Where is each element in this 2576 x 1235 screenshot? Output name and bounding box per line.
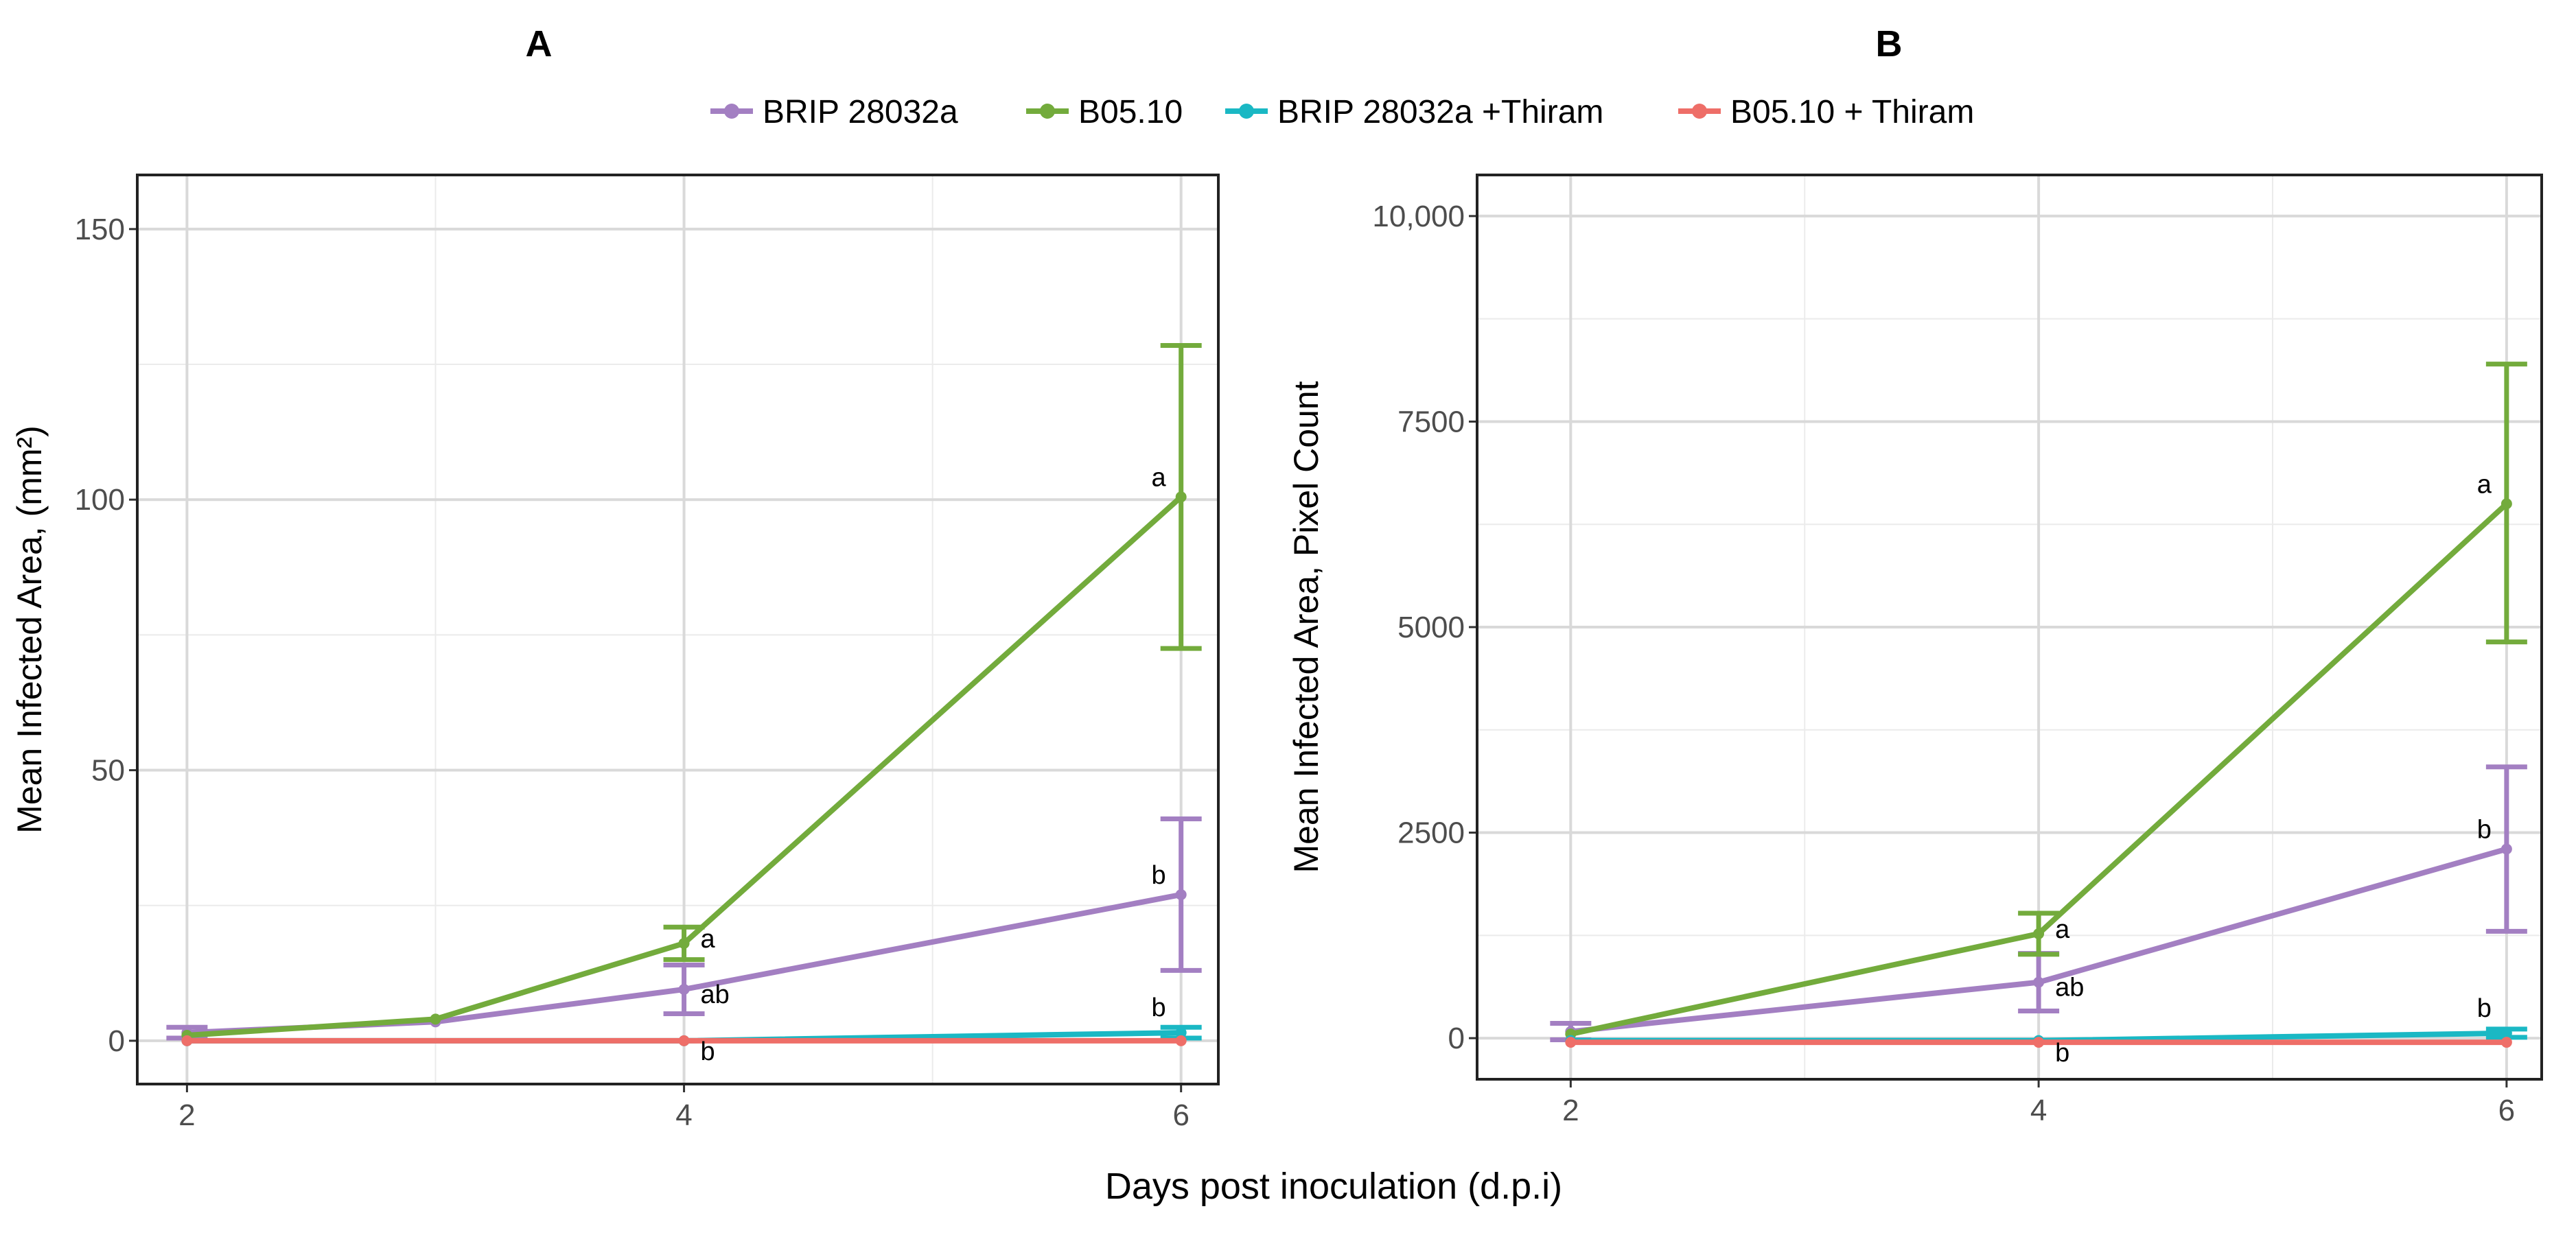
data-point: [678, 937, 690, 949]
y-tick-label: 7500: [1397, 405, 1465, 438]
data-point: [2500, 1027, 2512, 1039]
plot-border: [1476, 174, 2543, 1081]
data-point: [1175, 1027, 1187, 1039]
x-tick-label: 6: [1172, 1098, 1189, 1132]
y-tick-label: 10,000: [1372, 200, 1465, 233]
y-axis-label: Mean Infected Area, Pixel Count: [1287, 381, 1325, 873]
data-point: [678, 983, 690, 995]
legend-label: BRIP 28032a +Thiram: [1277, 94, 1603, 130]
x-tick-label: 6: [2498, 1094, 2515, 1127]
x-tick-label: 4: [2030, 1094, 2047, 1127]
data-point: [2500, 1037, 2512, 1048]
data-point: [2033, 1037, 2045, 1048]
significance-label: b: [2477, 816, 2492, 845]
series-line: [187, 495, 1183, 1039]
significance-label: a: [2477, 470, 2492, 499]
y-tick-label: 0: [1448, 1022, 1465, 1055]
data-point: [1175, 491, 1187, 503]
data-point: [1565, 1037, 1577, 1048]
legend-swatch-point: [1040, 104, 1055, 119]
y-tick-label: 100: [75, 483, 125, 517]
legend-swatch-point: [1239, 104, 1254, 119]
plot-border: [136, 174, 1220, 1085]
panel-b: B 2 4 6 0 2500 5000 7500 10,000 Mean Infected Are…: [1287, 23, 2543, 1127]
panel-title: A: [526, 23, 553, 64]
x-axis-label: Days post inoculation (d.p.i): [1105, 1166, 1562, 1207]
significance-label: ab: [701, 980, 730, 1009]
y-axis-label: Mean Infected Area, (mm²): [10, 425, 49, 834]
series-b05-10: [181, 342, 1202, 1042]
data-point: [2500, 843, 2512, 855]
data-point: [1175, 1035, 1187, 1046]
legend-label: BRIP 28032a: [763, 94, 958, 130]
significance-label: b: [1152, 993, 1166, 1022]
legend-swatch-point: [1692, 104, 1707, 119]
y-tick-label: 5000: [1397, 611, 1465, 644]
x-tick-label: 2: [1562, 1094, 1579, 1127]
data-point: [2033, 976, 2045, 988]
series-b05-10-thiram: [181, 1035, 1187, 1046]
significance-label: a: [701, 925, 716, 954]
data-point: [2033, 928, 2045, 939]
panel-title: B: [1876, 23, 1903, 64]
series-b05-10: [1565, 362, 2527, 1040]
x-tick-label: 4: [675, 1098, 692, 1132]
data-point: [2500, 498, 2512, 510]
legend: BRIP 28032a B05.10 BRIP 28032a +Thiram B05.…: [710, 94, 1974, 130]
significance-label: ab: [2055, 974, 2084, 1002]
series-b05-10-thiram: [1565, 1037, 2512, 1048]
data-point: [678, 1035, 690, 1046]
significance-label: b: [1152, 861, 1166, 890]
legend-swatch-point: [724, 104, 739, 119]
data-point: [1175, 889, 1187, 900]
significance-label: a: [2055, 915, 2070, 944]
legend-label: B05.10: [1078, 94, 1183, 130]
significance-label: b: [2477, 994, 2492, 1023]
x-tick-label: 2: [178, 1098, 195, 1132]
data-point: [181, 1035, 193, 1046]
y-tick-label: 2500: [1397, 816, 1465, 850]
significance-label: a: [1152, 463, 1167, 492]
significance-label: b: [2055, 1039, 2069, 1068]
legend-label: B05.10 + Thiram: [1730, 94, 1974, 130]
significance-label: b: [701, 1037, 715, 1066]
y-tick-label: 150: [75, 213, 125, 246]
y-tick-label: 50: [91, 754, 125, 788]
data-point: [430, 1013, 441, 1025]
y-tick-label: 0: [108, 1024, 125, 1058]
